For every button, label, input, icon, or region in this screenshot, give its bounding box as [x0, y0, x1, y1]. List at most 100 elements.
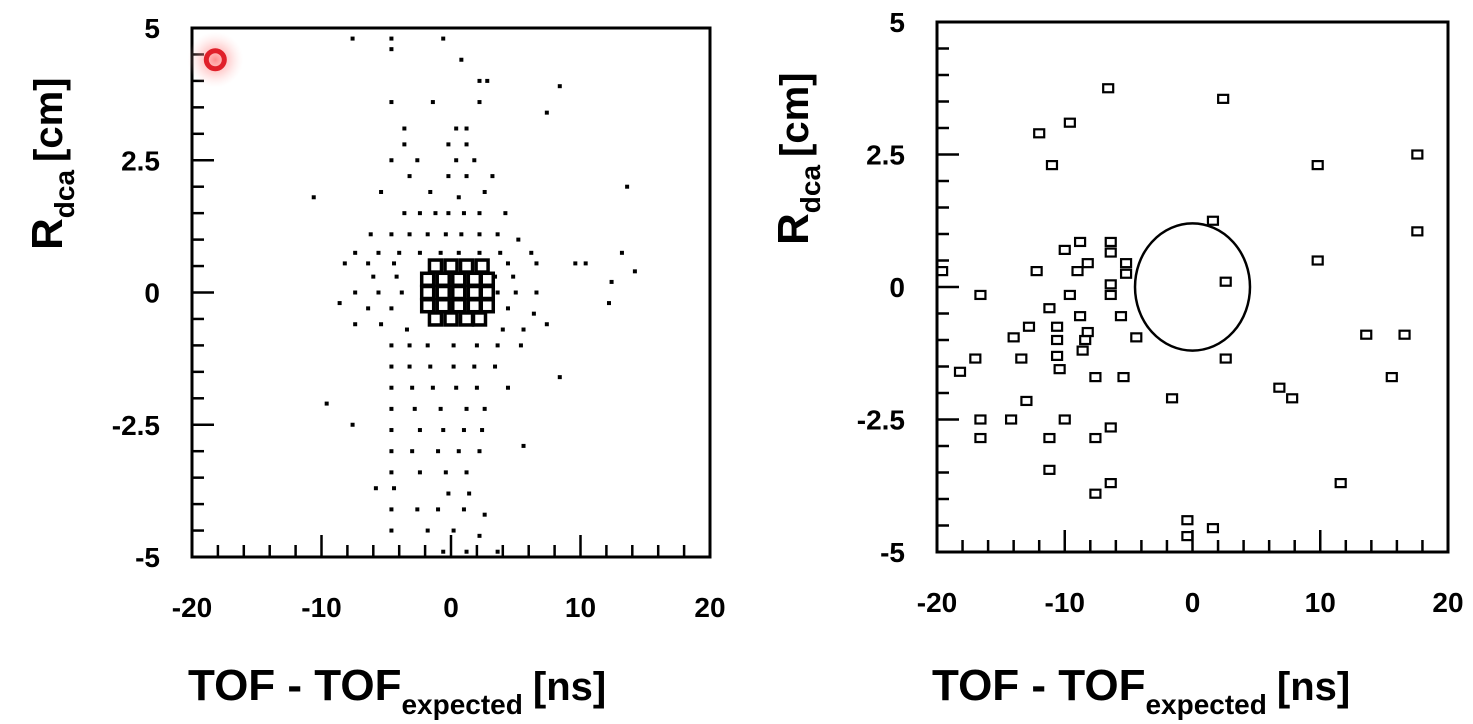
- scatter-point: [454, 126, 459, 131]
- scatter-point: [451, 528, 456, 533]
- scatter-point: [1079, 334, 1092, 346]
- scatter-point: [477, 449, 482, 454]
- scatter-point: [1117, 372, 1130, 383]
- scatter-point: [389, 36, 394, 41]
- dense-bin: [474, 258, 490, 274]
- dense-bin: [458, 258, 475, 274]
- scatter-point: [1206, 523, 1220, 534]
- scatter-point: [353, 250, 358, 255]
- scatter-point: [609, 279, 614, 284]
- dense-bin: [435, 297, 451, 314]
- scatter-point: [1311, 255, 1324, 266]
- selection-ellipse: [1133, 222, 1252, 352]
- right-x-axis-title: TOF - TOFexpected [ns]: [932, 661, 1350, 720]
- scatter-point: [1050, 334, 1064, 346]
- scatter-point: [1050, 321, 1064, 332]
- scatter-point: [464, 406, 469, 411]
- scatter-point: [1076, 345, 1089, 356]
- scatter-point: [417, 250, 422, 255]
- scatter-point: [389, 406, 394, 411]
- scatter-point: [389, 100, 394, 105]
- left-tick-labels: -20 -10 0 10 20 5 2.5 0 -2.5 -5: [112, 13, 726, 623]
- scatter-point: [1360, 329, 1373, 340]
- scatter-point: [936, 266, 949, 277]
- scatter-point: [456, 195, 461, 200]
- left-x-tick-label: -10: [301, 592, 341, 623]
- left-plot-frame: [190, 26, 712, 559]
- scatter-point: [485, 78, 490, 83]
- scatter-point: [495, 232, 500, 237]
- left-x-tick-label: 0: [443, 592, 459, 623]
- right-x-tick-label: 20: [1432, 587, 1463, 618]
- scatter-point: [464, 549, 469, 554]
- scatter-point: [389, 507, 394, 512]
- scatter-point: [474, 385, 479, 390]
- scatter-point: [1217, 93, 1230, 104]
- scatter-point: [389, 232, 394, 237]
- scatter-point: [495, 549, 500, 554]
- scatter-point: [1104, 478, 1117, 489]
- scatter-point: [1119, 268, 1133, 279]
- left-axis-ticks: [190, 26, 712, 559]
- dense-bin: [458, 311, 475, 327]
- scatter-point: [1015, 353, 1028, 364]
- scatter-point: [1007, 332, 1020, 343]
- right-y-title-main: R: [769, 213, 818, 245]
- scatter-point: [511, 274, 516, 279]
- scatter-point: [389, 343, 394, 348]
- scatter-point: [371, 274, 376, 279]
- scatter-point: [461, 428, 466, 433]
- scatter-point: [399, 290, 404, 295]
- scatter-point: [459, 57, 464, 62]
- dense-bin: [466, 284, 483, 301]
- scatter-point: [443, 232, 448, 237]
- scatter-point: [1104, 236, 1117, 248]
- scatter-point: [446, 491, 451, 496]
- scatter-point: [1073, 311, 1087, 322]
- scatter-point: [389, 306, 394, 311]
- scatter-point: [1181, 530, 1194, 542]
- scatter-point: [454, 158, 459, 163]
- left-y-tick-label: 0: [144, 278, 160, 309]
- scatter-point: [389, 364, 394, 369]
- dense-bin: [419, 271, 436, 288]
- scatter-point: [1114, 311, 1128, 322]
- scatter-point: [534, 290, 539, 295]
- scatter-point: [1030, 266, 1043, 277]
- scatter-point: [974, 432, 987, 444]
- right-x-tick-label: -10: [1045, 587, 1085, 618]
- scatter-point: [446, 211, 451, 216]
- scatter-point: [1411, 226, 1424, 237]
- scatter-point: [1206, 215, 1220, 226]
- scatter-point: [503, 211, 508, 216]
- scatter-point: [1073, 236, 1087, 248]
- scatter-point: [1045, 160, 1059, 171]
- left-x-tick-label: 10: [565, 592, 596, 623]
- scatter-point: [410, 449, 415, 454]
- scatter-point: [417, 470, 422, 475]
- scatter-point: [974, 289, 987, 301]
- scatter-point: [477, 78, 482, 83]
- dense-bin: [451, 271, 467, 288]
- dense-bin: [451, 297, 467, 314]
- scatter-point: [1104, 247, 1117, 258]
- scatter-point: [425, 232, 430, 237]
- scatter-point: [407, 174, 412, 179]
- scatter-point: [505, 306, 510, 311]
- scatter-point: [464, 126, 469, 131]
- scatter-point: [1398, 329, 1411, 340]
- scatter-point: [1043, 303, 1056, 314]
- scatter-point: [397, 250, 402, 255]
- scatter-point: [402, 126, 407, 131]
- scatter-point: [350, 422, 355, 427]
- scatter-point: [1273, 382, 1286, 393]
- scatter-point: [410, 385, 415, 390]
- scatter-point: [505, 261, 510, 266]
- scatter-point: [428, 364, 433, 369]
- scatter-point: [1104, 422, 1117, 433]
- scatter-point: [407, 364, 412, 369]
- scatter-point: [456, 250, 461, 255]
- dense-bin: [419, 284, 436, 301]
- scatter-point: [1043, 464, 1056, 475]
- scatter-point: [404, 327, 409, 332]
